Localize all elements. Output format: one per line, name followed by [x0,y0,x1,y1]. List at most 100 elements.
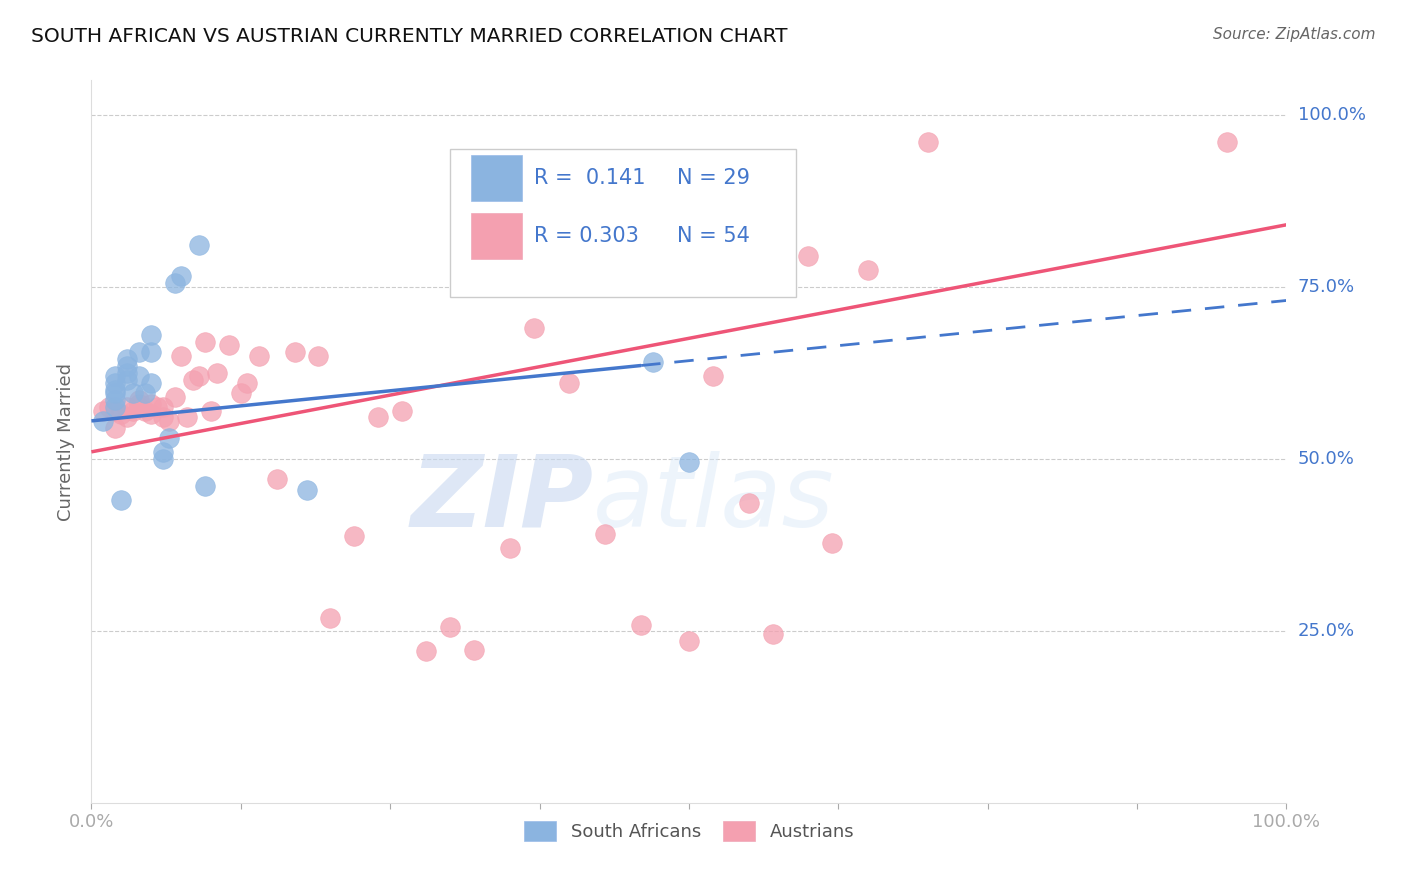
Point [761,627,783,641]
Point [702,369,724,384]
Point [93,403,114,417]
Text: ZIP: ZIP [411,450,593,548]
Point [110,407,132,421]
Point [115,359,138,373]
Point [498,541,520,556]
Point [439,620,461,634]
Point [104,383,127,397]
Point [115,410,138,425]
Point [343,529,366,543]
Point [307,349,329,363]
Point [104,393,127,408]
Point [319,611,342,625]
Point [1215,135,1237,149]
Text: SOUTH AFRICAN VS AUSTRIAN CURRENTLY MARRIED CORRELATION CHART: SOUTH AFRICAN VS AUSTRIAN CURRENTLY MARR… [31,27,787,45]
Point [593,527,616,541]
Legend: South Africans, Austrians: South Africans, Austrians [516,814,862,848]
Point [678,634,700,648]
Point [523,321,546,335]
Text: N = 54: N = 54 [678,226,749,245]
Point [295,483,318,497]
Point [157,431,180,445]
Point [194,334,217,349]
Point [737,496,759,510]
Point [247,349,270,363]
Point [104,421,127,435]
Point [128,400,150,414]
Text: Source: ZipAtlas.com: Source: ZipAtlas.com [1212,27,1375,42]
Point [146,400,169,414]
FancyBboxPatch shape [450,149,796,297]
Point [152,400,174,414]
Point [181,373,204,387]
Point [917,135,939,149]
Point [93,414,114,428]
Point [187,369,211,384]
Point [128,345,150,359]
Point [194,479,217,493]
Point [170,349,193,363]
FancyBboxPatch shape [471,154,522,201]
Point [463,643,485,657]
Point [218,338,240,352]
Point [141,397,162,411]
Point [235,376,259,390]
Point [641,355,664,369]
Point [558,376,581,390]
Point [141,376,162,390]
Point [128,393,150,408]
Point [104,400,127,414]
Point [152,451,174,466]
Text: R =  0.141: R = 0.141 [534,168,645,188]
Point [821,535,844,549]
Point [266,472,288,486]
Point [134,403,156,417]
Text: 75.0%: 75.0% [1298,277,1355,296]
Point [141,345,162,359]
Point [415,644,437,658]
Point [163,277,186,291]
Point [170,269,193,284]
Point [797,249,820,263]
Point [229,386,252,401]
Text: 50.0%: 50.0% [1298,450,1354,467]
FancyBboxPatch shape [471,212,522,259]
Point [157,414,180,428]
Point [630,618,652,632]
Point [128,397,150,411]
Point [152,445,174,459]
Point [115,351,138,366]
Point [163,390,186,404]
Point [856,262,880,277]
Text: N = 29: N = 29 [678,168,749,188]
Point [205,366,228,380]
Point [200,403,222,417]
Text: R = 0.303: R = 0.303 [534,226,638,245]
Text: 25.0%: 25.0% [1298,622,1355,640]
Point [391,403,413,417]
Point [284,345,307,359]
Point [104,386,127,401]
Point [141,407,162,421]
Point [115,400,138,414]
Point [152,410,174,425]
Point [115,366,138,380]
Point [141,327,162,342]
Point [98,400,121,414]
Point [122,403,145,417]
Point [128,369,150,384]
Point [104,403,127,417]
Y-axis label: Currently Married: Currently Married [58,362,76,521]
Point [122,386,145,401]
Point [187,238,211,252]
Text: atlas: atlas [593,450,835,548]
Text: 100.0%: 100.0% [1298,105,1365,124]
Point [104,369,127,384]
Point [110,493,132,508]
Point [176,410,198,425]
Point [115,373,138,387]
Point [367,410,389,425]
Point [678,455,700,469]
Point [104,376,127,390]
Point [134,386,156,401]
